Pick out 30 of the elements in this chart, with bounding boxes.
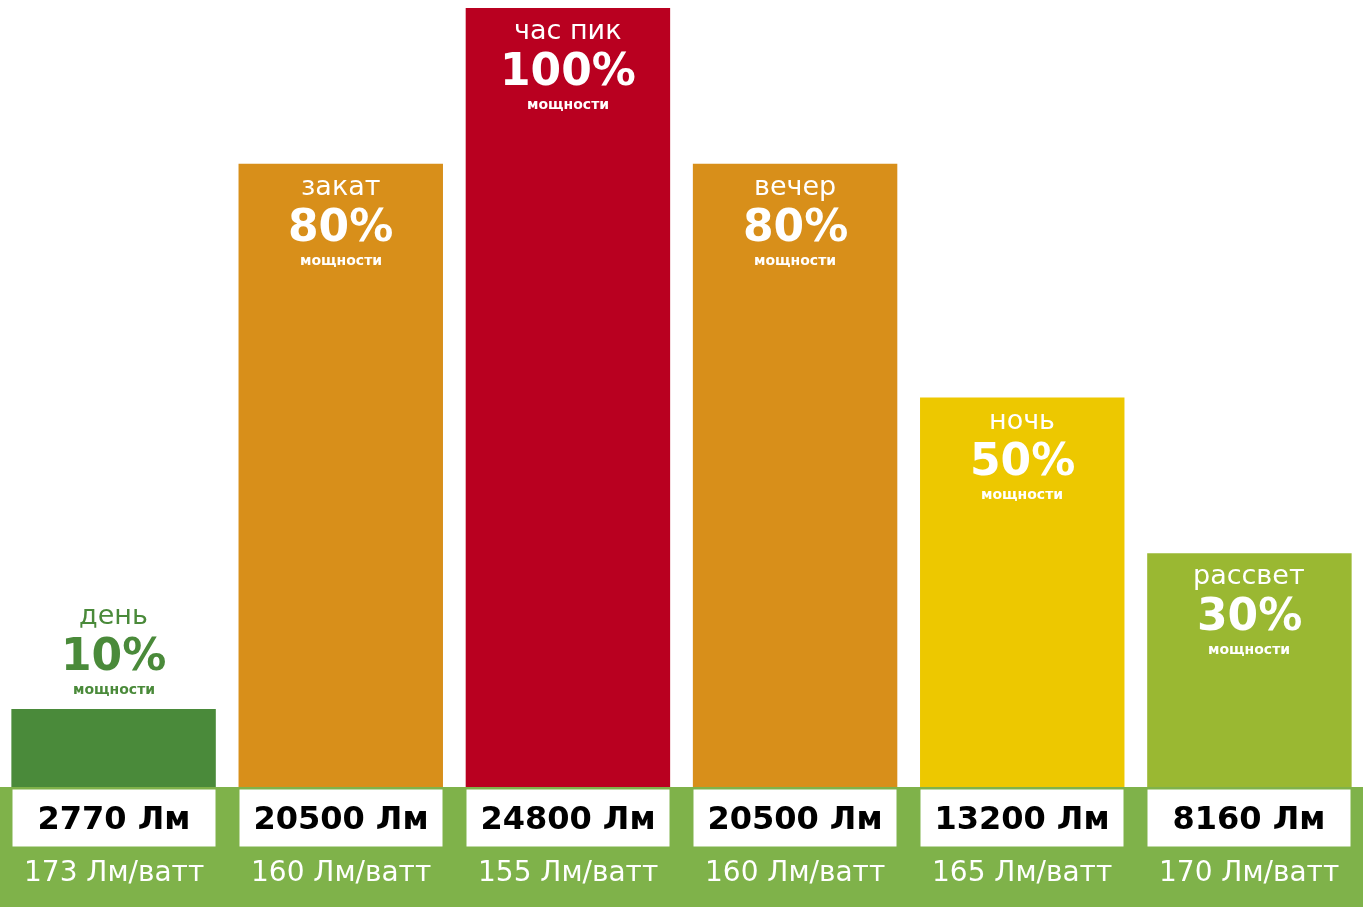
annotation: мощности <box>754 252 837 268</box>
x-tick-label: закат <box>301 170 381 201</box>
text: 20500 Лм <box>707 799 883 837</box>
x-tick-label: рассвет <box>1193 559 1305 590</box>
text: 165 Лм/ватт <box>932 855 1113 888</box>
x-tick-label: ночь <box>989 404 1056 435</box>
data-label: 100% <box>500 44 636 95</box>
text: 155 Лм/ватт <box>478 855 659 888</box>
data-label: 80% <box>743 200 849 251</box>
annotation: мощности <box>73 681 156 697</box>
data-label: 10% <box>61 629 167 680</box>
text: 20500 Лм <box>253 799 429 837</box>
annotation: мощности <box>1208 641 1291 657</box>
x-tick-label: день <box>79 599 148 630</box>
text: 13200 Лм <box>934 799 1110 837</box>
text: 160 Лм/ватт <box>251 855 432 888</box>
text: 8160 Лм <box>1172 799 1326 837</box>
annotation: мощности <box>981 486 1064 502</box>
data-label: 30% <box>1197 589 1303 640</box>
data-label: 80% <box>288 200 394 251</box>
x-tick-label: час пик <box>514 14 622 45</box>
text: 2770 Лм <box>37 799 191 837</box>
text: 160 Лм/ватт <box>705 855 886 888</box>
x-tick-label: вечер <box>754 170 837 201</box>
data-label: 50% <box>970 434 1076 485</box>
annotation: мощности <box>300 252 383 268</box>
text: 173 Лм/ватт <box>24 855 205 888</box>
annotation: мощности <box>527 96 610 112</box>
text: 24800 Лм <box>480 799 656 837</box>
text: 170 Лм/ватт <box>1159 855 1340 888</box>
